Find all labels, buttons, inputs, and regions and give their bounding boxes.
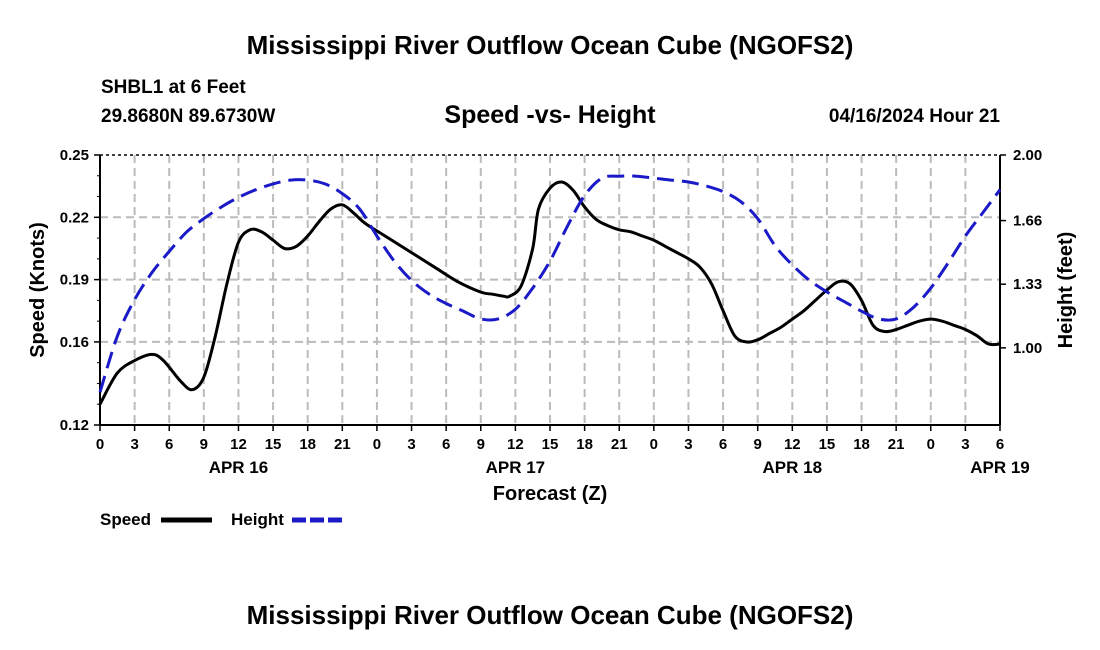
x-tick-label: 9: [200, 436, 208, 453]
x-tick-label: 6: [165, 436, 173, 453]
y2-tick-label: 2.00: [1013, 147, 1042, 164]
x-tick-label: 15: [265, 436, 282, 453]
chart-subtitle: Speed -vs- Height: [444, 101, 656, 129]
x-axis-title: Forecast (Z): [493, 483, 607, 505]
x-tick-label: 12: [507, 436, 524, 453]
x-tick-label: 3: [407, 436, 415, 453]
label-layer: 0 3 6 9 12 15 18 21 0 3 6 9 12 15 18 21 0 3 6 9 12 15 18 21 0 3 6 A…: [27, 147, 1077, 505]
station-coords: 29.8680N 89.6730W: [101, 106, 276, 127]
x-tick-label: 6: [996, 436, 1004, 453]
x-tick-label: 21: [888, 436, 905, 453]
chart-title: Mississippi River Outflow Ocean Cube (NG…: [246, 30, 854, 60]
x-tick-label: 12: [784, 436, 801, 453]
date-label: APR 17: [486, 458, 546, 477]
x-tick-label: 0: [96, 436, 104, 453]
x-tick-label: 9: [754, 436, 762, 453]
x-tick-label: 18: [576, 436, 593, 453]
x-tick-label: 18: [853, 436, 870, 453]
y-tick-label: 0.25: [60, 147, 89, 164]
x-tick-label: 3: [961, 436, 969, 453]
series-layer: [98, 174, 1002, 405]
x-tick-label: 6: [719, 436, 727, 453]
x-tick-label: 15: [542, 436, 559, 453]
y2-axis-title: Height (feet): [1055, 232, 1077, 349]
y-tick-label: 0.19: [60, 272, 89, 289]
footer-title: Mississippi River Outflow Ocean Cube (NG…: [246, 600, 854, 630]
grid-layer: [100, 155, 1000, 425]
x-tick-label: 0: [927, 436, 935, 453]
x-tick-label: 3: [130, 436, 138, 453]
y-tick-label: 0.12: [60, 417, 89, 434]
x-tick-label: 6: [442, 436, 450, 453]
y-tick-label: 0.22: [60, 209, 89, 226]
date-label: APR 18: [763, 458, 823, 477]
x-tick-label: 15: [819, 436, 836, 453]
legend-layer: Speed Height: [100, 510, 343, 529]
date-label: APR 16: [209, 458, 269, 477]
x-tick-label: 0: [650, 436, 658, 453]
forecast-datetime: 04/16/2024 Hour 21: [828, 106, 1000, 127]
x-tick-label: 18: [299, 436, 316, 453]
speed-series-line: [98, 180, 1001, 405]
x-tick-label: 9: [477, 436, 485, 453]
date-label: APR 19: [970, 458, 1030, 477]
station-label: SHBL1 at 6 Feet: [101, 77, 246, 98]
y2-tick-label: 1.66: [1013, 213, 1042, 230]
x-tick-label: 3: [684, 436, 692, 453]
legend-label-height: Height: [231, 510, 284, 529]
x-tick-label: 21: [334, 436, 351, 453]
x-tick-label: 21: [611, 436, 628, 453]
axis-layer: [94, 154, 1006, 431]
y-axis-title: Speed (Knots): [27, 222, 49, 358]
height-series-line: [98, 174, 1002, 393]
y-tick-label: 0.16: [60, 334, 89, 351]
y2-tick-label: 1.00: [1013, 340, 1042, 357]
legend-label-speed: Speed: [100, 510, 151, 529]
y2-tick-label: 1.33: [1013, 276, 1042, 293]
x-tick-label: 0: [373, 436, 381, 453]
x-tick-label: 12: [230, 436, 247, 453]
